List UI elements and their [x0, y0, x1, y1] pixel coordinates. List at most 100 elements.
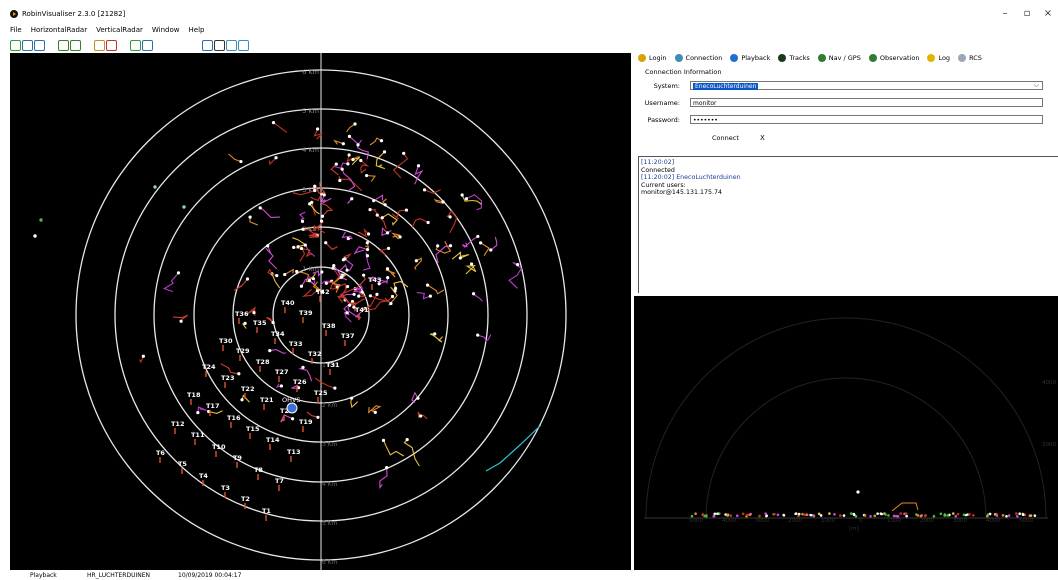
radar-icon[interactable]	[22, 40, 33, 51]
turbine-label: T1	[262, 507, 271, 515]
echo-point	[1021, 513, 1025, 517]
bird-track	[375, 151, 386, 170]
bird-track	[346, 123, 356, 133]
fit-icon[interactable]	[10, 40, 21, 51]
turbine-label: T37	[341, 332, 354, 340]
log-line: Connected	[641, 166, 675, 174]
track-head	[428, 294, 432, 298]
turbine-label: T41	[355, 306, 369, 314]
cancel-button[interactable]: X	[760, 134, 765, 142]
track-head	[352, 292, 356, 296]
track-head	[373, 410, 377, 414]
tab-nav-gps[interactable]: Nav / GPS	[817, 54, 861, 62]
tab-playback[interactable]: Playback	[730, 54, 770, 62]
turbine-label: T18	[187, 391, 201, 399]
binoculars-icon[interactable]	[214, 40, 225, 51]
turbine-label: T29	[236, 347, 250, 355]
track-head	[343, 257, 347, 261]
turbine-label: T27	[275, 368, 288, 376]
echo-point	[854, 515, 858, 518]
close-button[interactable]: ×	[1043, 8, 1053, 19]
track-head	[176, 271, 181, 275]
bird-track	[307, 275, 316, 286]
echo-point	[943, 514, 946, 517]
gear-icon[interactable]	[226, 40, 237, 51]
zoom-in-icon[interactable]	[58, 40, 69, 51]
turbine-label: T19	[299, 418, 313, 426]
turbine-label: T6	[156, 449, 165, 457]
bird-track	[435, 240, 452, 254]
bird-track	[446, 210, 458, 233]
track-head	[489, 248, 493, 252]
track-head	[386, 246, 391, 250]
connect-button[interactable]: Connect	[712, 134, 739, 142]
bird-track	[313, 128, 323, 140]
tab-rcs[interactable]: RCS	[958, 54, 982, 62]
satellite-icon[interactable]	[238, 40, 249, 51]
track-head	[362, 273, 366, 277]
grid-icon[interactable]	[130, 40, 141, 51]
tab-login[interactable]: Login	[638, 54, 667, 62]
filter-icon[interactable]	[94, 40, 105, 51]
bird-track	[344, 258, 354, 272]
menu-file[interactable]: File	[10, 26, 22, 34]
flag-icon[interactable]	[106, 40, 117, 51]
minimize-button[interactable]: –	[1002, 8, 1008, 19]
status-mode: Playback	[30, 572, 57, 579]
bird-track	[292, 237, 307, 248]
track-head	[365, 241, 369, 245]
system-select[interactable]: EnecoLuchterduinen ⌵	[690, 81, 1043, 90]
track-head	[290, 417, 295, 421]
track-head	[320, 270, 324, 274]
tab-observation[interactable]: Observation	[868, 54, 919, 62]
restore-button[interactable]: ▫	[1023, 8, 1031, 19]
turbine-label: T3	[221, 484, 230, 492]
horizontal-radar-view[interactable]: 6 Km 5 Km 4 Km 3 Km 2 Km 1 Km 1 Km 2 Km 3 Km 4 Km…	[10, 53, 631, 570]
radar-plot: 6 Km 5 Km 4 Km 3 Km 2 Km 1 Km 1 Km 2 Km 3 Km 4 Km…	[33, 53, 567, 570]
track-head	[239, 159, 243, 164]
person-icon[interactable]	[202, 40, 213, 51]
x-tick-label: 5000	[689, 518, 703, 524]
track-head	[303, 243, 307, 247]
turbine-label: T26	[293, 378, 307, 386]
track-head	[320, 290, 324, 294]
menu-horizontal-radar[interactable]: HorizontalRadar	[30, 26, 88, 34]
track-head	[416, 396, 420, 400]
table-icon[interactable]	[142, 40, 153, 51]
menu-window[interactable]: Window	[151, 26, 180, 34]
log-text: EnecoLuchterduinen	[674, 174, 741, 182]
track-head	[252, 311, 256, 315]
menu-vertical-radar[interactable]: VerticalRadar	[96, 26, 143, 34]
echo-point	[852, 512, 856, 516]
range-label: 3 Km	[302, 186, 319, 194]
bird-track	[314, 182, 326, 194]
stray-echo	[33, 234, 37, 238]
chevron-down-icon[interactable]: ⌵	[1033, 81, 1039, 89]
vertical-radar-view[interactable]: 5000 4000 3000 2000 1000 0 1000 2000 3000 4000 500…	[634, 296, 1058, 570]
menu-help[interactable]: Help	[188, 26, 205, 34]
bird-track	[373, 194, 384, 202]
password-field[interactable]: •••••••	[690, 115, 1043, 124]
tab-log[interactable]: Log	[927, 54, 950, 62]
track-head	[385, 267, 390, 271]
echo-point	[803, 513, 806, 517]
tab-connection[interactable]: Connection	[674, 54, 722, 62]
bird-track	[339, 275, 366, 303]
echo-point	[946, 514, 949, 517]
echo-point	[1018, 512, 1021, 515]
echo-point	[765, 514, 768, 517]
username-field[interactable]: monitor	[690, 98, 1043, 107]
echo-point	[924, 514, 927, 517]
bird-track	[392, 152, 409, 179]
playback-icon	[730, 54, 739, 62]
tab-tracks[interactable]: Tracks	[778, 54, 810, 62]
echo-point	[899, 512, 903, 515]
log-panel[interactable]: [11:20:02] Connected [11:20:02] EnecoLuc…	[638, 156, 1058, 293]
zoom-out-icon[interactable]	[70, 40, 81, 51]
track-head	[316, 415, 320, 419]
bird-track	[269, 349, 286, 354]
bird-track	[267, 268, 277, 277]
curve-icon[interactable]	[34, 40, 45, 51]
bird-track	[461, 194, 482, 205]
turbine-label: T33	[289, 340, 302, 348]
